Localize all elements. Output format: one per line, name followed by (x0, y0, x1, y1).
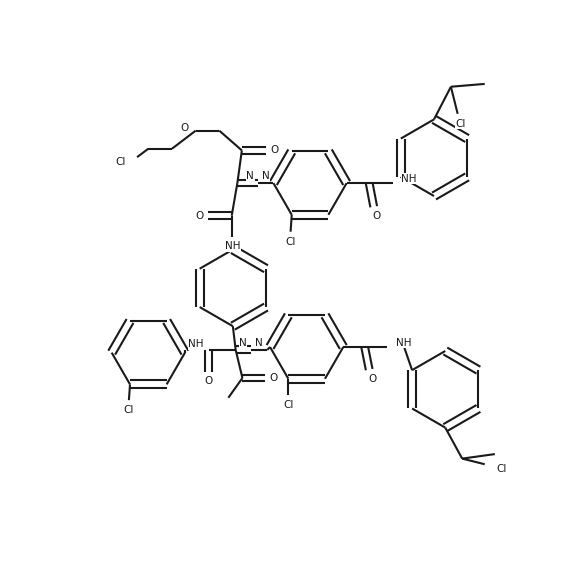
Text: O: O (270, 146, 279, 155)
Text: N: N (255, 337, 263, 348)
Text: O: O (195, 211, 203, 221)
Text: NH: NH (189, 339, 204, 349)
Text: Cl: Cl (283, 399, 293, 410)
Text: O: O (368, 374, 376, 384)
Text: Cl: Cl (116, 156, 126, 167)
Text: O: O (270, 373, 278, 383)
Text: Cl: Cl (496, 464, 507, 474)
Text: Cl: Cl (285, 237, 296, 247)
Text: NH: NH (225, 241, 240, 251)
Text: N: N (247, 171, 254, 181)
Text: O: O (373, 211, 381, 221)
Text: Cl: Cl (455, 119, 466, 129)
Text: N: N (239, 337, 247, 348)
Text: NH: NH (401, 174, 417, 184)
Text: N: N (262, 171, 270, 181)
Text: O: O (180, 123, 189, 133)
Text: O: O (205, 377, 213, 386)
Text: NH: NH (396, 337, 411, 348)
Text: Cl: Cl (124, 405, 134, 415)
